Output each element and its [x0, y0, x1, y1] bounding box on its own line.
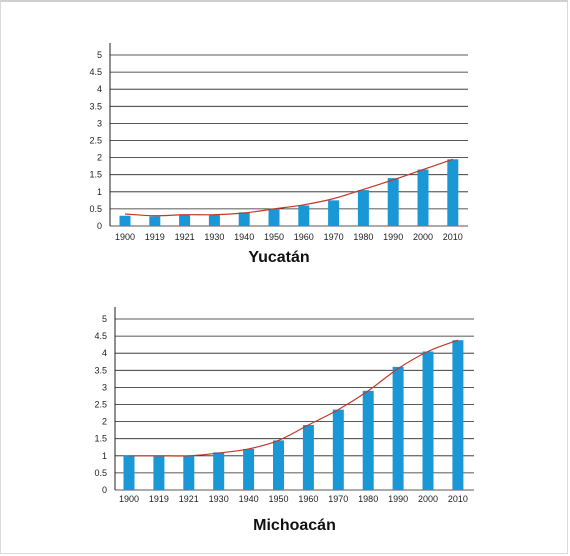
- y-tick-label: 2.5: [89, 136, 102, 146]
- y-tick-label: 1.5: [94, 434, 107, 444]
- x-tick-label: 1950: [268, 494, 288, 504]
- x-tick-label: 1930: [209, 494, 229, 504]
- bar: [392, 366, 404, 490]
- y-tick-label: 4: [102, 348, 107, 358]
- y-tick-label: 0.5: [94, 468, 107, 478]
- chart-title: Yucatán: [248, 249, 309, 266]
- bar: [268, 208, 280, 226]
- trend-line: [129, 339, 459, 457]
- x-tick-label: 1950: [264, 232, 284, 242]
- bar: [273, 440, 284, 490]
- x-tick-label: 2010: [448, 494, 468, 504]
- bar: [357, 190, 369, 226]
- y-tick-label: 0: [102, 485, 107, 495]
- bar: [328, 200, 340, 226]
- bar: [387, 178, 399, 226]
- x-tick-label: 1970: [328, 494, 348, 504]
- chart-yucatan: 0 0.5 1 1.5 2 2.5 3 3.5 4 4.5 5 1900 1919 1921 1930 194…: [89, 43, 468, 266]
- chart-title: Michoacán: [253, 517, 336, 534]
- bar: [213, 452, 225, 490]
- bar: [149, 216, 161, 226]
- y-tick-label: 2.5: [94, 400, 107, 410]
- bar: [153, 456, 165, 490]
- bar: [208, 215, 220, 226]
- bar: [417, 169, 429, 226]
- x-tick-label: 1921: [179, 494, 199, 504]
- x-tick-label: 1980: [353, 232, 373, 242]
- y-tick-label: 3.5: [94, 365, 107, 375]
- x-tick-label: 1919: [145, 232, 165, 242]
- x-tick-label: 1919: [149, 494, 169, 504]
- x-tick-label: 1930: [204, 232, 224, 242]
- bar: [362, 390, 374, 490]
- y-tick-label: 2: [102, 417, 107, 427]
- y-tick-label: 3.5: [89, 101, 102, 111]
- bar: [452, 340, 464, 490]
- y-tick-label: 3: [97, 118, 102, 128]
- x-tick-label: 1960: [298, 494, 318, 504]
- x-tick-label: 1921: [175, 232, 195, 242]
- x-tick-label: 1900: [119, 494, 139, 504]
- y-tick-label: 0.5: [89, 204, 102, 214]
- x-tick-label: 1900: [115, 232, 135, 242]
- y-tick-label: 0: [97, 221, 102, 231]
- y-tick-label: 5: [97, 50, 102, 60]
- y-tick-label: 1: [97, 187, 102, 197]
- x-tick-label: 1940: [239, 494, 259, 504]
- bar: [422, 351, 434, 490]
- y-tick-label: 1.5: [89, 170, 102, 180]
- y-tick-label: 4: [97, 84, 102, 94]
- bar: [238, 212, 250, 226]
- x-tick-label: 2000: [418, 494, 438, 504]
- bar: [302, 425, 314, 490]
- y-tick-label: 4.5: [89, 67, 102, 77]
- bar: [298, 205, 310, 226]
- bar: [332, 409, 344, 490]
- x-tick-label: 1990: [388, 494, 408, 504]
- y-tick-label: 4.5: [94, 331, 107, 341]
- bar: [179, 215, 191, 226]
- y-tick-label: 3: [102, 382, 107, 392]
- chart-michoacan: 0 0.5 1 1.5 2 2.5 3 3.5 4 4.5 5 1900 1919 1921 1930 194…: [94, 307, 474, 534]
- bar: [123, 455, 135, 490]
- y-tick-label: 1: [102, 451, 107, 461]
- x-tick-label: 2000: [413, 232, 433, 242]
- x-tick-label: 1970: [324, 232, 344, 242]
- x-tick-label: 1960: [294, 232, 314, 242]
- x-tick-label: 1940: [234, 232, 254, 242]
- bar: [119, 215, 131, 226]
- x-tick-label: 2010: [443, 232, 463, 242]
- x-tick-label: 1990: [383, 232, 403, 242]
- trend-line: [124, 158, 453, 217]
- bar: [243, 448, 255, 490]
- y-tick-label: 2: [97, 153, 102, 163]
- bar: [447, 159, 459, 226]
- bar: [183, 455, 195, 490]
- y-tick-label: 5: [102, 314, 107, 324]
- x-tick-label: 1980: [358, 494, 378, 504]
